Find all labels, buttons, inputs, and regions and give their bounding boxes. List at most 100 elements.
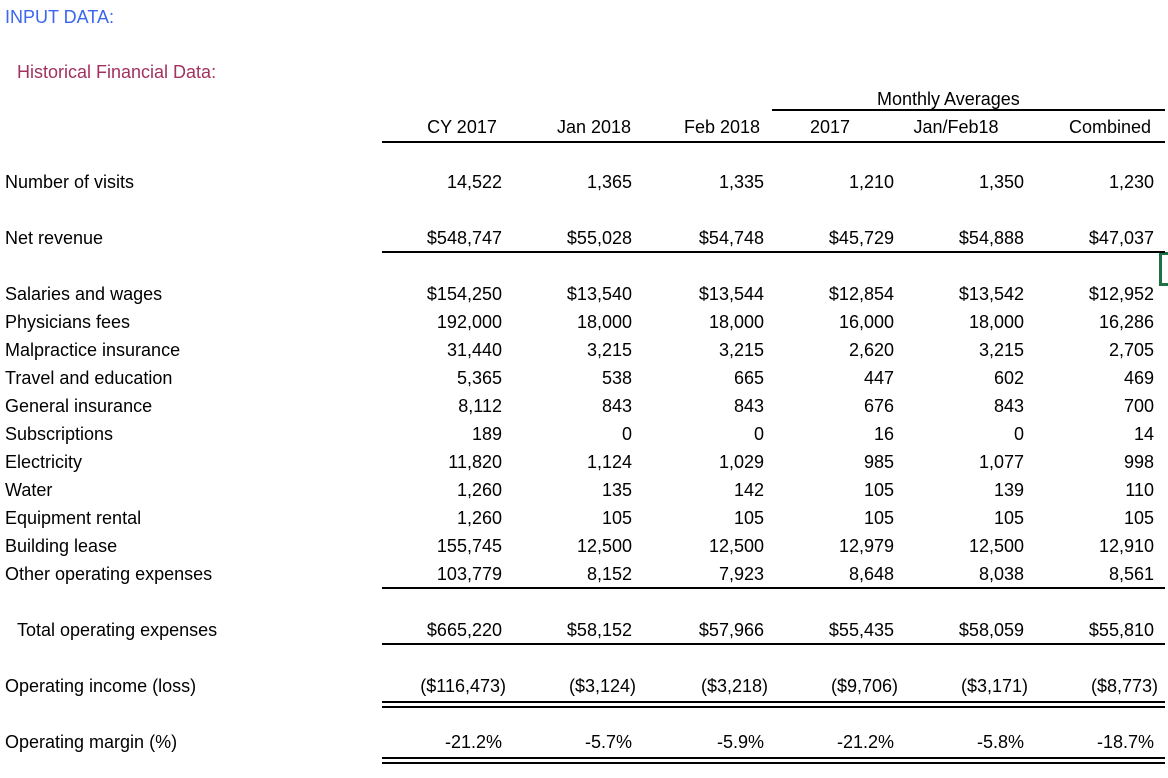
cell[interactable]: ($8,773) bbox=[1090, 676, 1158, 696]
cell[interactable]: $55,028 bbox=[566, 228, 632, 248]
cell[interactable]: 7,923 bbox=[718, 564, 764, 584]
cell[interactable]: 110 bbox=[1125, 480, 1154, 500]
cell[interactable]: 14,522 bbox=[446, 172, 502, 192]
cell[interactable]: 447 bbox=[863, 368, 894, 388]
cell[interactable]: 105 bbox=[863, 480, 894, 500]
cell[interactable]: $54,888 bbox=[958, 228, 1024, 248]
column-header: Feb 2018 bbox=[683, 117, 761, 137]
cell[interactable]: ($3,124) bbox=[568, 676, 636, 696]
cell[interactable]: 1,029 bbox=[718, 452, 764, 472]
cell[interactable]: 985 bbox=[863, 452, 894, 472]
cell[interactable]: ($3,171) bbox=[960, 676, 1028, 696]
cell[interactable]: $45,729 bbox=[828, 228, 894, 248]
cell[interactable]: -21.2% bbox=[836, 732, 894, 752]
cell[interactable]: 105 bbox=[1123, 508, 1154, 528]
cell[interactable]: -5.9% bbox=[716, 732, 764, 752]
cell[interactable]: $12,854 bbox=[828, 284, 894, 304]
cell[interactable]: $55,435 bbox=[828, 620, 894, 640]
cell[interactable]: 8,561 bbox=[1108, 564, 1154, 584]
cell[interactable]: 18,000 bbox=[708, 312, 764, 332]
cell[interactable]: $13,544 bbox=[698, 284, 764, 304]
cell[interactable]: 8,112 bbox=[458, 396, 502, 416]
cell[interactable]: $55,810 bbox=[1088, 620, 1154, 640]
cell[interactable]: 665 bbox=[733, 368, 764, 388]
cell[interactable]: 843 bbox=[733, 396, 764, 416]
cell[interactable]: 189 bbox=[471, 424, 502, 444]
cell[interactable]: 105 bbox=[601, 508, 632, 528]
cell[interactable]: 8,038 bbox=[978, 564, 1024, 584]
cell[interactable]: 12,500 bbox=[968, 536, 1024, 556]
cell[interactable]: $12,952 bbox=[1088, 284, 1154, 304]
cell[interactable]: 18,000 bbox=[968, 312, 1024, 332]
cell[interactable]: 1,124 bbox=[586, 452, 632, 472]
cell[interactable]: 105 bbox=[733, 508, 764, 528]
cell[interactable]: $58,059 bbox=[958, 620, 1024, 640]
cell[interactable]: 31,440 bbox=[446, 340, 502, 360]
underline-rule bbox=[382, 701, 1165, 703]
cell[interactable]: 1,350 bbox=[978, 172, 1024, 192]
cell[interactable]: 469 bbox=[1123, 368, 1154, 388]
cell[interactable]: 0 bbox=[753, 424, 764, 444]
cell[interactable]: 16,286 bbox=[1098, 312, 1154, 332]
cell[interactable]: 0 bbox=[621, 424, 632, 444]
cell[interactable]: -5.8% bbox=[976, 732, 1024, 752]
cell[interactable]: 8,648 bbox=[848, 564, 894, 584]
cell[interactable]: 11,820 bbox=[448, 452, 502, 472]
cell[interactable]: 1,260 bbox=[456, 480, 502, 500]
cell[interactable]: ($9,706) bbox=[830, 676, 898, 696]
cell[interactable]: 0 bbox=[1013, 424, 1024, 444]
cell[interactable]: 8,152 bbox=[586, 564, 632, 584]
cell[interactable]: ($3,218) bbox=[700, 676, 768, 696]
cell[interactable]: 3,215 bbox=[718, 340, 764, 360]
cell[interactable]: $154,250 bbox=[426, 284, 502, 304]
cell[interactable]: 142 bbox=[733, 480, 764, 500]
cell[interactable]: 12,910 bbox=[1098, 536, 1154, 556]
cell[interactable]: 139 bbox=[993, 480, 1024, 500]
cell[interactable]: 12,500 bbox=[708, 536, 764, 556]
cell[interactable]: 105 bbox=[993, 508, 1024, 528]
cell[interactable]: 676 bbox=[863, 396, 894, 416]
cell[interactable]: $665,220 bbox=[426, 620, 502, 640]
cell[interactable]: -18.7% bbox=[1096, 732, 1154, 752]
cell[interactable]: 538 bbox=[601, 368, 632, 388]
cell[interactable]: 2,705 bbox=[1108, 340, 1154, 360]
cell[interactable]: 998 bbox=[1123, 452, 1154, 472]
selected-cell-marker[interactable] bbox=[1159, 252, 1168, 286]
row-label: Malpractice insurance bbox=[5, 340, 181, 360]
cell[interactable]: $13,540 bbox=[566, 284, 632, 304]
cell[interactable]: 155,745 bbox=[436, 536, 502, 556]
cell[interactable]: 5,365 bbox=[456, 368, 502, 388]
cell[interactable]: 192,000 bbox=[436, 312, 502, 332]
cell[interactable]: 602 bbox=[993, 368, 1024, 388]
cell[interactable]: 843 bbox=[993, 396, 1024, 416]
cell[interactable]: 3,215 bbox=[978, 340, 1024, 360]
cell[interactable]: 700 bbox=[1123, 396, 1154, 416]
cell[interactable]: $47,037 bbox=[1088, 228, 1154, 248]
cell[interactable]: 1,335 bbox=[718, 172, 764, 192]
cell[interactable]: 3,215 bbox=[586, 340, 632, 360]
cell[interactable]: $548,747 bbox=[426, 228, 502, 248]
cell[interactable]: 14 bbox=[1133, 424, 1154, 444]
cell[interactable]: 103,779 bbox=[436, 564, 502, 584]
cell[interactable]: 1,365 bbox=[586, 172, 632, 192]
cell[interactable]: 843 bbox=[601, 396, 632, 416]
cell[interactable]: 18,000 bbox=[576, 312, 632, 332]
cell[interactable]: $57,966 bbox=[698, 620, 764, 640]
cell[interactable]: 2,620 bbox=[848, 340, 894, 360]
cell[interactable]: ($116,473) bbox=[420, 676, 506, 696]
cell[interactable]: $58,152 bbox=[566, 620, 632, 640]
cell[interactable]: 1,210 bbox=[848, 172, 894, 192]
cell[interactable]: 1,077 bbox=[978, 452, 1024, 472]
cell[interactable]: 16 bbox=[873, 424, 894, 444]
cell[interactable]: 1,260 bbox=[456, 508, 502, 528]
cell[interactable]: 135 bbox=[601, 480, 632, 500]
cell[interactable]: 105 bbox=[863, 508, 894, 528]
cell[interactable]: $13,542 bbox=[958, 284, 1024, 304]
cell[interactable]: -5.7% bbox=[584, 732, 632, 752]
cell[interactable]: $54,748 bbox=[698, 228, 764, 248]
cell[interactable]: 12,979 bbox=[838, 536, 894, 556]
cell[interactable]: -21.2% bbox=[444, 732, 502, 752]
cell[interactable]: 16,000 bbox=[838, 312, 894, 332]
cell[interactable]: 12,500 bbox=[576, 536, 632, 556]
cell[interactable]: 1,230 bbox=[1108, 172, 1154, 192]
